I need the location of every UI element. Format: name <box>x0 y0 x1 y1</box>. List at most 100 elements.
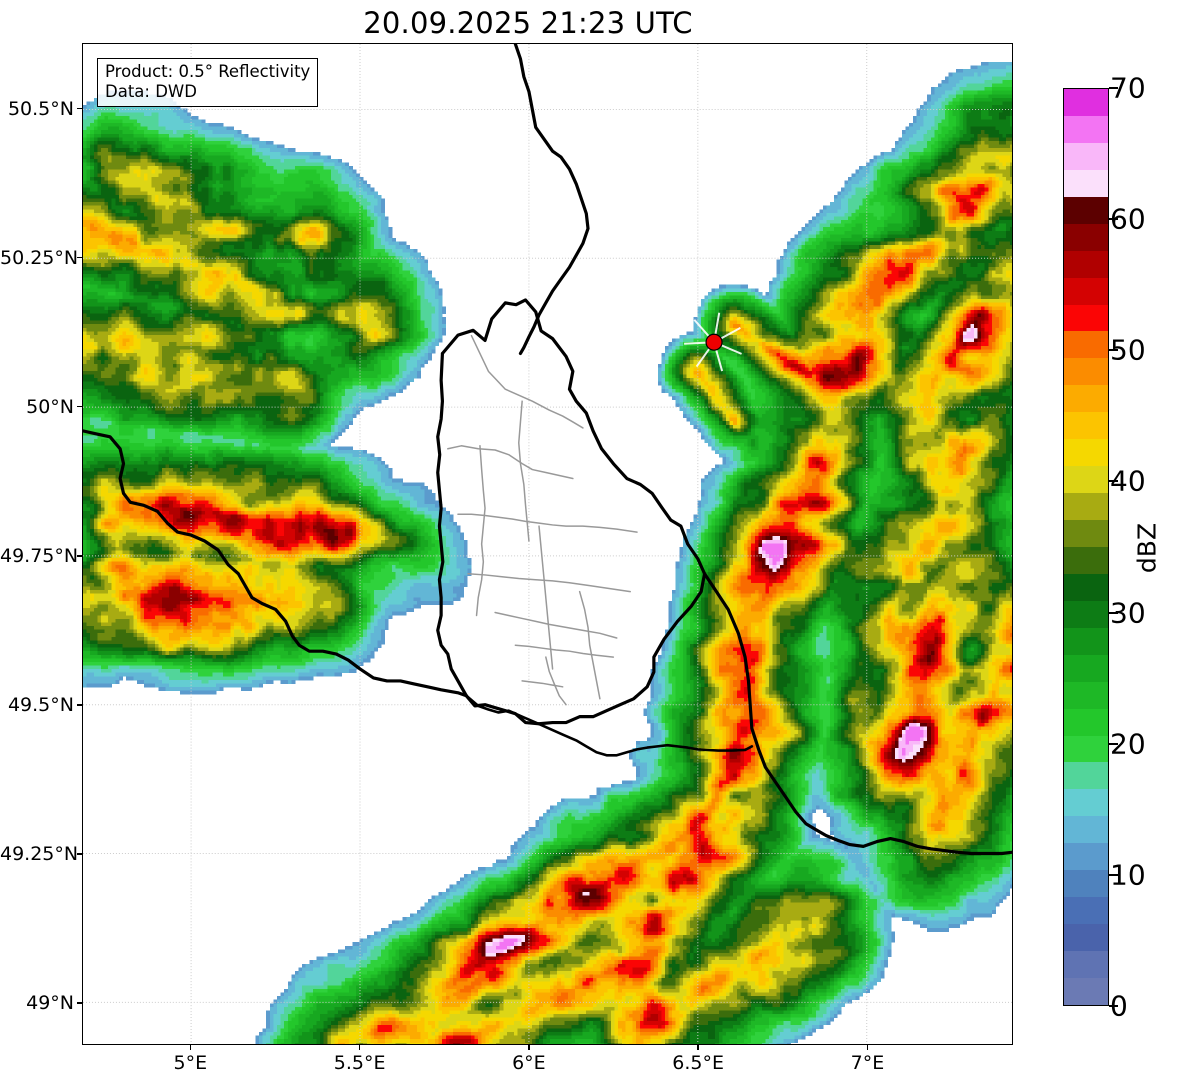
radar-cell <box>352 194 357 199</box>
radar-cell <box>909 151 914 156</box>
radar-cell <box>981 184 986 189</box>
radar-cell <box>862 202 867 207</box>
radar-cell <box>305 176 310 181</box>
radar-cell <box>844 209 849 214</box>
map-plot-area[interactable] <box>82 43 1013 1045</box>
radar-cell <box>140 148 145 153</box>
radar-cell <box>937 105 942 110</box>
radar-cell <box>348 191 353 196</box>
radar-cell <box>251 234 256 239</box>
radar-cell <box>179 112 184 117</box>
radar-cell <box>201 227 206 232</box>
radar-cell <box>144 158 149 163</box>
radar-cell <box>111 155 116 160</box>
radar-cell <box>276 169 281 174</box>
radar-cell <box>995 141 1000 145</box>
radar-cell <box>995 83 1000 88</box>
radar-cell <box>212 191 217 196</box>
radar-cell <box>208 180 213 185</box>
radar-cell <box>129 137 134 142</box>
radar-cell <box>302 187 307 192</box>
radar-cell <box>927 141 932 145</box>
radar-cell <box>230 191 235 196</box>
radar-cell <box>916 130 921 135</box>
radar-cell <box>129 205 134 210</box>
radar-cell <box>312 238 317 242</box>
radar-cell <box>183 230 188 235</box>
radar-cell <box>833 202 838 207</box>
radar-cell <box>819 220 824 224</box>
radar-cell <box>808 227 813 232</box>
radar-cell <box>215 166 220 171</box>
radar-cell <box>140 241 145 246</box>
radar-cell <box>905 176 910 181</box>
radar-cell <box>366 220 371 224</box>
radar-cell <box>970 69 975 74</box>
radar-cell <box>241 216 246 221</box>
radar-cell <box>988 141 993 145</box>
radar-cell <box>869 173 874 178</box>
radar-cell <box>1002 216 1007 221</box>
radar-cell <box>995 245 1000 250</box>
radar-cell <box>226 158 231 163</box>
radar-cell <box>190 209 195 214</box>
radar-cell <box>930 105 935 110</box>
radar-cell <box>100 238 105 242</box>
radar-cell <box>212 148 217 153</box>
radar-cell <box>215 238 220 242</box>
radar-cell <box>169 216 174 221</box>
radar-cell <box>169 230 174 235</box>
radar-cell <box>108 191 113 196</box>
radar-cell <box>873 209 878 214</box>
radar-cell <box>966 194 971 199</box>
radar-cell <box>115 180 120 185</box>
radar-cell <box>194 209 199 214</box>
radar-cell <box>226 187 231 192</box>
radar-cell <box>984 83 989 88</box>
radar-cell <box>981 79 986 84</box>
radar-cell <box>894 173 899 178</box>
radar-cell <box>905 158 910 163</box>
radar-cell <box>266 158 271 163</box>
radar-cell <box>129 112 134 117</box>
radar-cell <box>937 130 942 135</box>
radar-cell <box>294 202 299 207</box>
radar-cell <box>287 194 292 199</box>
radar-cell <box>118 194 123 199</box>
radar-cell <box>869 220 874 224</box>
radar-cell <box>894 202 899 207</box>
radar-cell <box>244 223 249 228</box>
radar-cell <box>93 241 98 246</box>
radar-cell <box>916 119 921 124</box>
radar-cell <box>93 234 98 239</box>
radar-cell <box>280 184 285 189</box>
radar-cell <box>902 202 906 207</box>
radar-cell <box>948 151 953 156</box>
radar-cell <box>219 180 224 185</box>
radar-cell <box>223 227 228 232</box>
radar-cell <box>341 209 346 214</box>
radar-cell <box>356 184 360 189</box>
radar-cell <box>154 198 159 203</box>
radar-cell <box>187 230 192 235</box>
radar-cell <box>111 187 116 192</box>
radar-cell <box>144 202 149 207</box>
radar-cell <box>981 205 986 210</box>
radar-cell <box>823 220 827 224</box>
radar-cell <box>855 245 860 250</box>
radar-cell <box>176 194 181 199</box>
radar-cell <box>991 148 996 153</box>
radar-cell <box>183 191 188 196</box>
radar-cell <box>241 191 246 196</box>
radar-cell <box>966 184 971 189</box>
radar-cell <box>919 216 924 221</box>
radar-cell <box>244 151 249 156</box>
radar-cell <box>176 151 181 156</box>
radar-cell <box>176 248 181 253</box>
radar-cell <box>86 151 91 156</box>
radar-cell <box>858 216 863 221</box>
radar-cell <box>812 216 817 221</box>
radar-cell <box>316 176 321 181</box>
radar-cell <box>970 137 975 142</box>
radar-cell <box>945 162 950 167</box>
